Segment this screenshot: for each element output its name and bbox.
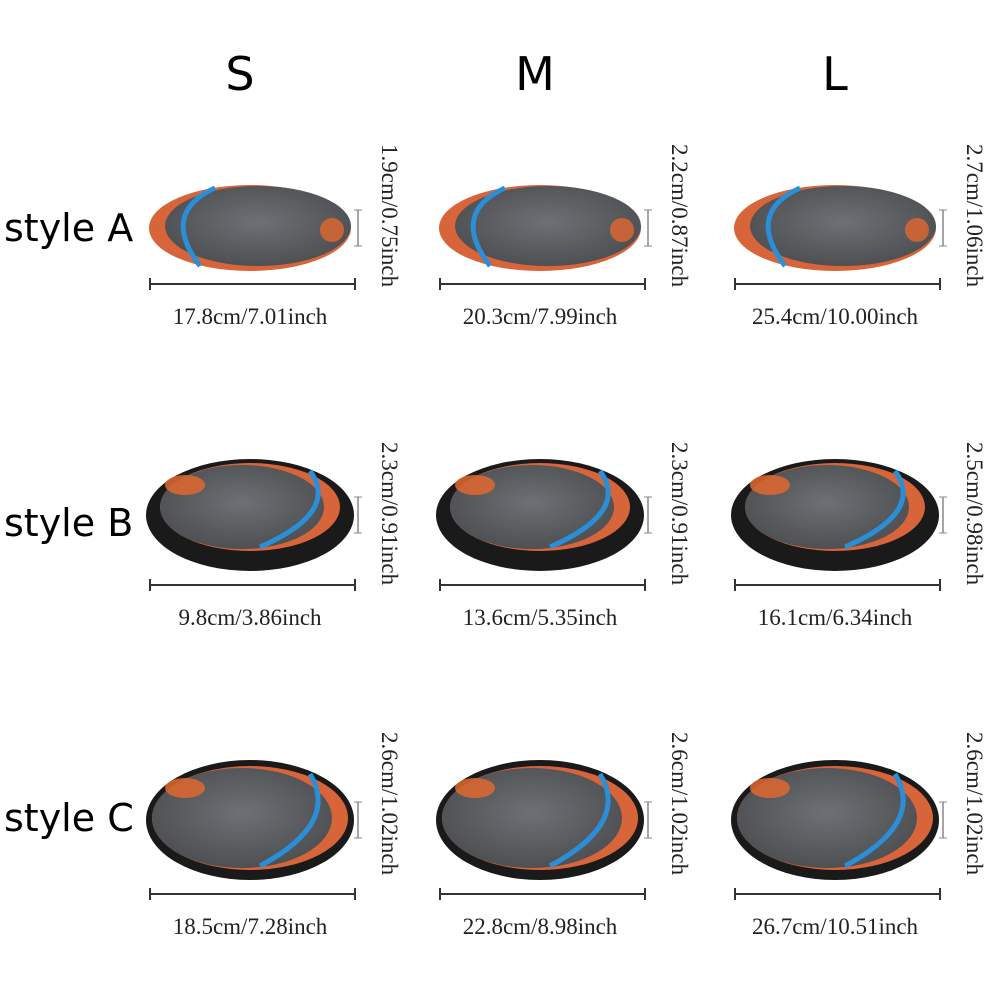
plate [439,185,641,271]
glaze-spot [165,778,205,798]
glaze-stroke [470,185,507,268]
height-label: 2.6cm/1.02inch [962,732,987,876]
glaze-stroke [258,772,321,869]
width-label: 25.4cm/10.00inch [752,304,919,329]
glaze-spot [455,778,495,798]
width-label: 18.5cm/7.28inch [173,914,328,939]
plate [149,185,351,271]
width-label: 22.8cm/8.98inch [463,914,618,939]
glaze-spot [165,475,205,495]
height-label: 1.9cm/0.75inch [377,144,402,288]
plate-surface [165,186,351,266]
height-label: 2.3cm/0.91inch [667,442,692,586]
glaze-stroke [548,469,611,550]
height-label: 2.7cm/1.06inch [962,144,987,288]
width-label: 17.8cm/7.01inch [173,304,328,329]
plate [146,459,354,571]
height-label: 2.3cm/0.91inch [377,442,402,586]
height-label: 2.6cm/1.02inch [377,732,402,876]
glaze-spot [320,218,344,242]
glaze-stroke [843,469,906,550]
height-label: 2.5cm/0.98inch [962,442,987,586]
glaze-stroke [180,185,217,268]
width-label: 13.6cm/5.35inch [463,605,618,630]
plate [734,185,936,271]
glaze-stroke [843,772,906,869]
glaze-spot [455,475,495,495]
glaze-stroke [258,469,321,550]
plate-surface [750,186,936,266]
column-header: S [225,47,254,101]
width-label: 20.3cm/7.99inch [463,304,618,329]
glaze-spot [750,778,790,798]
height-label: 2.6cm/1.02inch [667,732,692,876]
width-label: 9.8cm/3.86inch [178,605,322,630]
column-header: L [822,47,848,101]
plate [146,760,354,880]
width-label: 26.7cm/10.51inch [752,914,919,939]
row-label: style C [4,796,134,840]
glaze-spot [610,218,634,242]
width-label: 16.1cm/6.34inch [758,605,913,630]
plate [731,459,939,571]
column-header: M [515,47,555,101]
row-label: style B [4,501,133,545]
row-label: style A [4,206,133,250]
glaze-stroke [765,185,802,268]
plate [436,459,644,571]
glaze-stroke [548,772,611,869]
glaze-spot [905,218,929,242]
glaze-spot [750,475,790,495]
plate [731,760,939,880]
height-label: 2.2cm/0.87inch [667,144,692,288]
plate-surface [455,186,641,266]
plate [436,760,644,880]
